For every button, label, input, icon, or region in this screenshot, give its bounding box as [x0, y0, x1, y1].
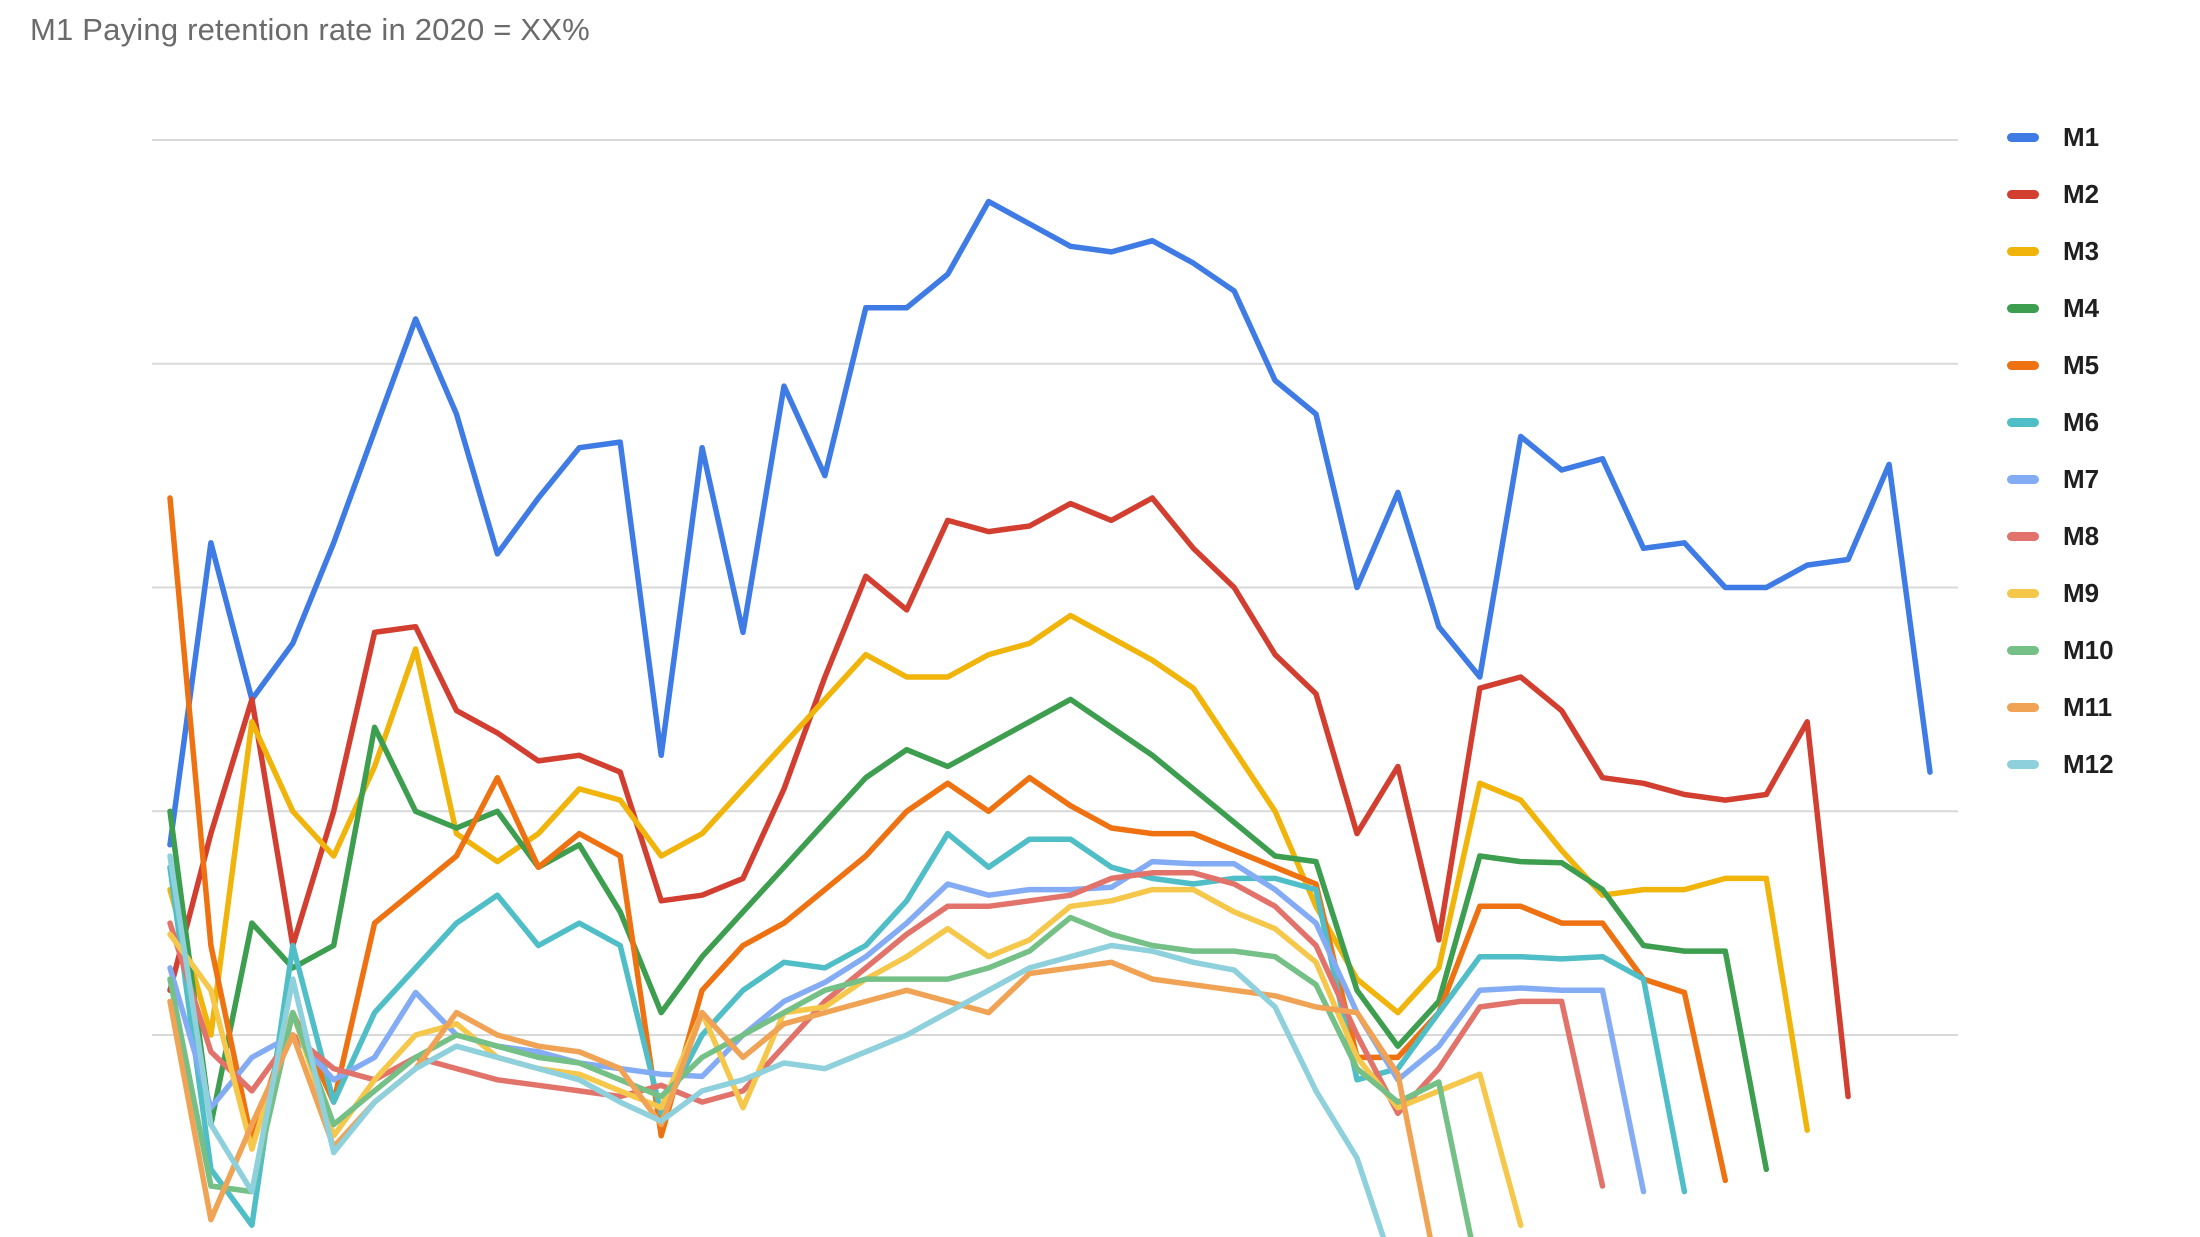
legend-item-m5[interactable]: M5 — [2007, 352, 2114, 378]
legend-swatch-icon — [2007, 246, 2039, 256]
legend-label: M1 — [2063, 122, 2100, 152]
legend-swatch-icon — [2007, 588, 2039, 598]
legend-item-m8[interactable]: M8 — [2007, 523, 2114, 549]
legend-swatch-icon — [2007, 303, 2039, 313]
series-line-m1[interactable] — [167, 198, 1933, 848]
legend-swatch-icon — [2007, 645, 2039, 655]
series-line-m3[interactable] — [167, 612, 1810, 1133]
legend-label: M5 — [2063, 350, 2100, 380]
series-line-m9[interactable] — [167, 886, 1524, 1228]
legend-label: M9 — [2063, 578, 2100, 608]
legend-swatch-icon — [2007, 417, 2039, 427]
series-line-m4[interactable] — [167, 696, 1770, 1173]
legend-label: M11 — [2063, 692, 2113, 722]
legend-swatch-icon — [2007, 702, 2039, 712]
legend-label: M2 — [2063, 179, 2100, 209]
legend-label: M6 — [2063, 407, 2100, 437]
legend-swatch-icon — [2007, 132, 2039, 142]
series-line-m12[interactable] — [167, 853, 1398, 1237]
series-line-m2[interactable] — [167, 495, 1851, 1100]
legend-item-m7[interactable]: M7 — [2007, 466, 2114, 492]
legend-item-m11[interactable]: M11 — [2007, 694, 2114, 720]
legend-item-m3[interactable]: M3 — [2007, 238, 2114, 264]
legend-label: M4 — [2063, 293, 2100, 323]
chart-title: M1 Paying retention rate in 2020 = XX% — [30, 12, 590, 47]
series-line-m6[interactable] — [167, 830, 1688, 1228]
legend-swatch-icon — [2007, 189, 2039, 199]
legend-item-m9[interactable]: M9 — [2007, 580, 2114, 606]
legend-swatch-icon — [2007, 531, 2039, 541]
series-line-m5[interactable] — [167, 495, 1729, 1184]
legend-label: M3 — [2063, 236, 2100, 266]
series-line-m10[interactable] — [167, 914, 1480, 1237]
legend-item-m12[interactable]: M12 — [2007, 751, 2114, 777]
chart-legend: M1 M2 M3 M4 M5 M6 M7 M8 M9 M10 M11 M12 — [2007, 124, 2114, 808]
legend-item-m6[interactable]: M6 — [2007, 409, 2114, 435]
legend-swatch-icon — [2007, 360, 2039, 370]
legend-swatch-icon — [2007, 474, 2039, 484]
legend-swatch-icon — [2007, 759, 2039, 769]
legend-label: M8 — [2063, 521, 2100, 551]
legend-item-m2[interactable]: M2 — [2007, 181, 2114, 207]
legend-label: M10 — [2063, 635, 2114, 665]
legend-label: M7 — [2063, 464, 2100, 494]
legend-item-m10[interactable]: M10 — [2007, 637, 2114, 663]
legend-label: M12 — [2063, 749, 2114, 779]
legend-item-m4[interactable]: M4 — [2007, 295, 2114, 321]
legend-item-m1[interactable]: M1 — [2007, 124, 2114, 150]
